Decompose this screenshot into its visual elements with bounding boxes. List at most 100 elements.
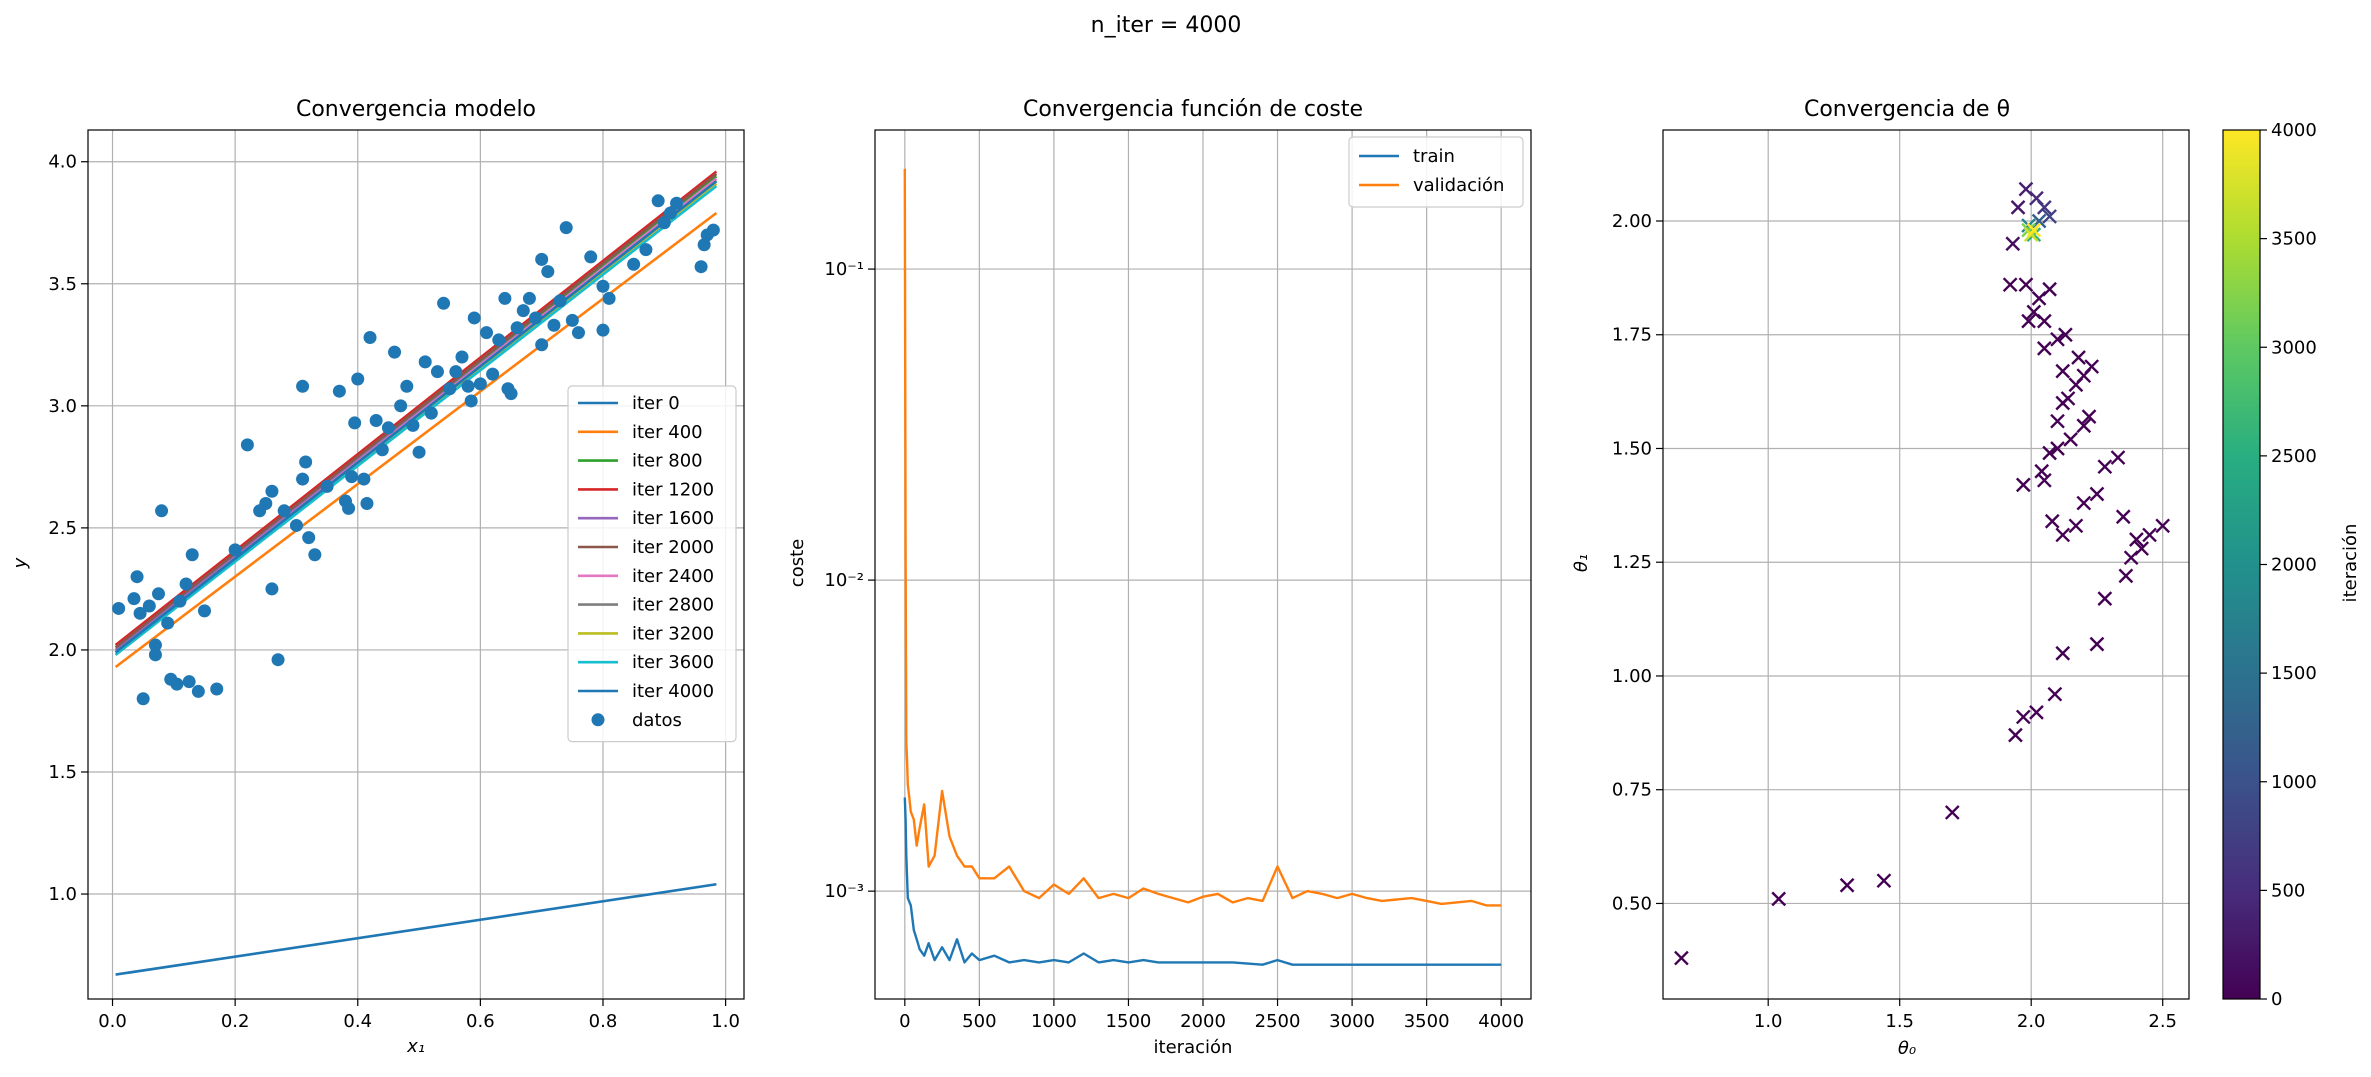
panel0-data-point	[424, 406, 438, 420]
colorbar-tick-label: 2000	[2271, 555, 2317, 576]
panel0-data-point	[112, 601, 126, 615]
panel0-series-line	[114, 172, 718, 649]
panel0-data-point	[277, 504, 291, 518]
panel2-ytick-label: 1.00	[1612, 666, 1652, 687]
panel0-ytick-label: 2.0	[48, 640, 77, 661]
panel0-data-point	[651, 194, 665, 208]
panel0-data-point	[191, 684, 205, 698]
panel2-theta-marker	[2084, 359, 2100, 374]
panel0-ytick-label: 1.5	[48, 762, 77, 783]
panel0-data-point	[443, 382, 457, 396]
panel0-legend-swatch	[591, 713, 605, 727]
panel2-title: Convergencia de θ	[1804, 97, 2010, 122]
panel0-data-point	[553, 294, 567, 308]
panel0-data-point	[492, 333, 506, 347]
panel0-xlabel: x₁	[406, 1036, 425, 1057]
panel2-frame	[1662, 129, 2190, 1000]
panel0-data-point	[332, 384, 346, 398]
panel0-ytick-label: 1.0	[48, 884, 77, 905]
panel0-data-point	[148, 638, 162, 652]
panel2-theta-marker	[2050, 441, 2065, 456]
panel2-theta-marker	[1771, 891, 1787, 907]
panel0-data-point	[449, 365, 463, 379]
figure-suptitle: n_iter = 4000	[1091, 13, 1242, 38]
panel1-legend: train validación	[1348, 136, 1524, 208]
colorbar-tick-label: 3500	[2271, 229, 2317, 250]
panel0-data-point	[265, 582, 279, 596]
panel0-data-point	[535, 338, 549, 352]
panel2-ytick-label: 0.50	[1612, 893, 1652, 914]
panel2-theta-marker	[1839, 877, 1855, 893]
panel1-xtick-label: 1000	[1031, 1011, 1077, 1032]
panel1-title: Convergencia función de coste	[1023, 97, 1363, 122]
panel0-xtick-label: 0.8	[589, 1011, 618, 1032]
panel0-data-point	[375, 443, 389, 457]
panel2-theta-marker	[2055, 527, 2071, 543]
panel0-legend: iter 0 iter 400 iter 800 iter 1200 iter 1600…	[567, 385, 737, 743]
panel2-theta-marker	[2089, 636, 2105, 652]
panel0-data-point	[596, 279, 610, 293]
panel0-data-point	[670, 196, 684, 210]
panel0-data-point	[271, 653, 285, 667]
panel0-ylabel: y	[10, 557, 31, 569]
panel0-data-point	[535, 252, 549, 266]
panel0-title: Convergencia modelo	[296, 97, 536, 122]
panel2-theta-marker	[2142, 527, 2157, 543]
panel2-theta-marker	[2118, 568, 2134, 584]
panel2-theta-marker	[2063, 432, 2078, 447]
colorbar-tick-label: 4000	[2271, 120, 2317, 141]
panel0-legend-label: iter 3200	[632, 623, 714, 644]
panel2-theta-marker	[2029, 705, 2044, 720]
panel0-data-point	[345, 470, 359, 484]
panel0-legend-label: datos	[632, 710, 682, 731]
colorbar-tick-label: 500	[2271, 880, 2305, 901]
panel0-data-point	[348, 416, 362, 430]
panel1-xtick-label: 4000	[1478, 1011, 1524, 1032]
panel0-data-point	[155, 504, 169, 518]
panel0-data-point	[289, 518, 303, 532]
panel0-data-point	[430, 365, 444, 379]
panel0-data-point	[694, 260, 708, 274]
panel1-xtick-label: 2000	[1180, 1011, 1226, 1032]
panel2-ytick-label: 1.75	[1612, 325, 1652, 346]
panel2-theta-marker	[2037, 313, 2052, 329]
panel0-data-point	[529, 311, 543, 325]
panel0-data-point	[136, 692, 150, 706]
panel2-theta-marker	[2037, 341, 2052, 356]
panel0-data-point	[299, 455, 313, 469]
panel0-ytick-label: 2.5	[48, 518, 77, 539]
panel0-data-point	[142, 599, 156, 613]
panel0-legend-label: iter 0	[632, 393, 680, 414]
panel0-data-point	[418, 355, 432, 369]
panel0-data-point	[400, 379, 414, 393]
panel1-xtick-label: 500	[962, 1011, 996, 1032]
panel2-theta-marker	[2060, 391, 2076, 406]
panel2-ytick-label: 1.25	[1612, 552, 1652, 573]
panel0-data-point	[173, 594, 187, 608]
panel1-xtick-label: 2500	[1255, 1011, 1301, 1032]
panel0-xtick-label: 0.4	[343, 1011, 372, 1032]
panel0-data-point	[455, 350, 469, 364]
panel0-data-point	[437, 296, 451, 310]
panel0-legend-label: iter 2000	[632, 537, 714, 558]
panel2-xtick-label: 1.5	[1885, 1011, 1914, 1032]
panel0-data-point	[388, 345, 402, 359]
panel1-ytick-label: 10⁻²	[824, 570, 864, 591]
panel0-data-point	[510, 321, 524, 335]
panel0-legend-label: iter 2800	[632, 595, 714, 616]
panel0-data-point	[130, 570, 144, 584]
panel2-theta-marker	[2050, 331, 2065, 347]
panel0-ytick-label: 4.0	[48, 152, 77, 173]
panel0-data-point	[602, 291, 616, 305]
panel2-theta-marker	[2058, 327, 2073, 343]
panel-theta-convergence: Convergencia de θ θ₀ θ₁ 1.0 1.5 2.0 2.5 0.50…	[1571, 97, 2190, 1059]
panel2-ytick-label: 2.00	[1612, 211, 1652, 232]
panel0-data-point	[357, 472, 371, 486]
panel0-data-point	[516, 304, 530, 318]
panel0-data-point	[296, 379, 310, 393]
colorbar-tick-label: 2500	[2271, 446, 2317, 467]
panel0-data-point	[240, 438, 254, 452]
panel2-theta-marker	[2037, 199, 2052, 215]
panel1-legend-box	[1348, 136, 1524, 208]
panel0-data-point	[265, 484, 279, 498]
